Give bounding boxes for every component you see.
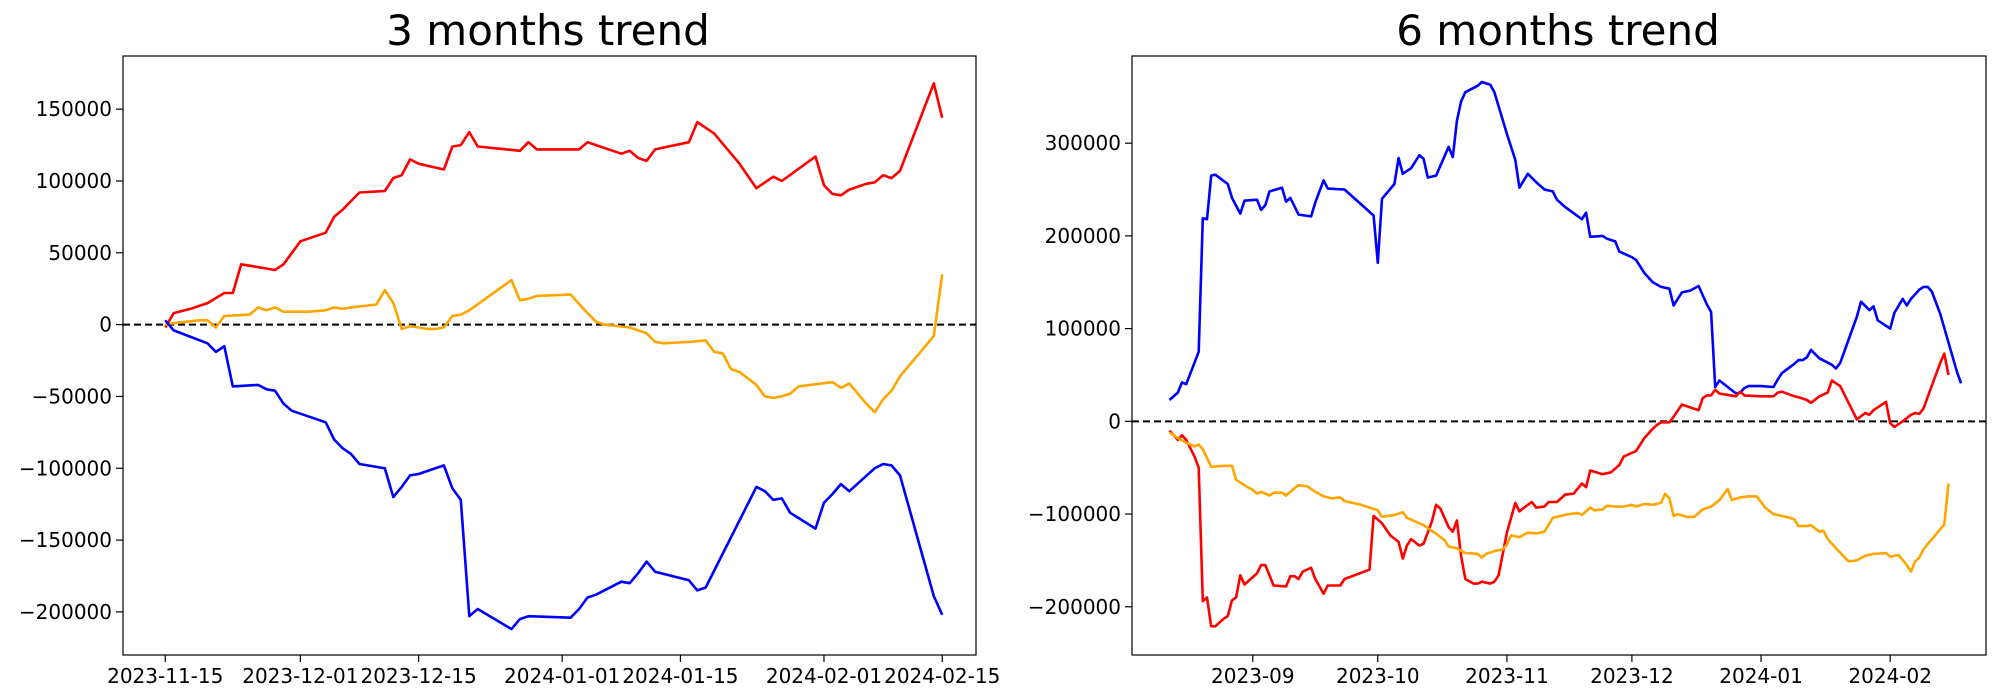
series-line-1 <box>164 274 944 414</box>
y-tick-label: −100000 <box>19 456 112 480</box>
series-group <box>123 82 976 631</box>
x-tick-label: 2023-12-15 <box>360 664 476 688</box>
chart-title: 6 months trend <box>1396 6 1720 55</box>
x-tick-label: 2023-10 <box>1336 664 1420 688</box>
y-tick-label: −200000 <box>19 600 112 624</box>
series-group <box>1132 80 1986 628</box>
y-tick-label: −100000 <box>1028 502 1121 526</box>
x-tick-label: 2024-02 <box>1848 664 1932 688</box>
x-tick-label: 2024-02-15 <box>884 664 1000 688</box>
y-tick-label: 50000 <box>48 241 112 265</box>
y-tick-label: −150000 <box>19 528 112 552</box>
y-tick-label: 100000 <box>1045 317 1121 341</box>
series-line-0 <box>1168 80 1963 401</box>
chart-6-months-trend: 6 months trend −200000 −100000 0 100000 2000… <box>1028 6 1987 688</box>
x-tick-label: 2023-11-15 <box>107 664 223 688</box>
series-line-0 <box>164 82 944 329</box>
x-tick-label: 2024-01-15 <box>622 664 738 688</box>
chart-title: 3 months trend <box>386 6 710 55</box>
y-tick-label: 150000 <box>36 97 112 121</box>
y-tick-label: −50000 <box>32 384 112 408</box>
y-tick-label: −200000 <box>1028 595 1121 619</box>
x-tick-label: 2024-01 <box>1719 664 1803 688</box>
series-line-2 <box>164 319 944 631</box>
chart-3-months-trend: 3 months trend −200000 −150000 −100000 −500… <box>19 6 1000 688</box>
y-tick-label: 300000 <box>1045 131 1121 155</box>
y-tick-label: 100000 <box>36 169 112 193</box>
plot-frame <box>122 55 977 656</box>
x-tick-label: 2023-12-01 <box>242 664 358 688</box>
y-tick-label: 200000 <box>1045 224 1121 248</box>
x-tick-label: 2023-11 <box>1465 664 1549 688</box>
plot-frame <box>1131 55 1987 656</box>
series-line-2 <box>1168 431 1950 573</box>
x-tick-label: 2023-12 <box>1590 664 1674 688</box>
series-line-1 <box>1168 352 1950 628</box>
x-tick-label: 2024-01-01 <box>504 664 620 688</box>
x-tick-label: 2024-02-01 <box>766 664 882 688</box>
y-tick-label: 0 <box>99 313 112 337</box>
y-tick-label: 0 <box>1108 409 1121 433</box>
x-tick-label: 2023-09 <box>1211 664 1295 688</box>
